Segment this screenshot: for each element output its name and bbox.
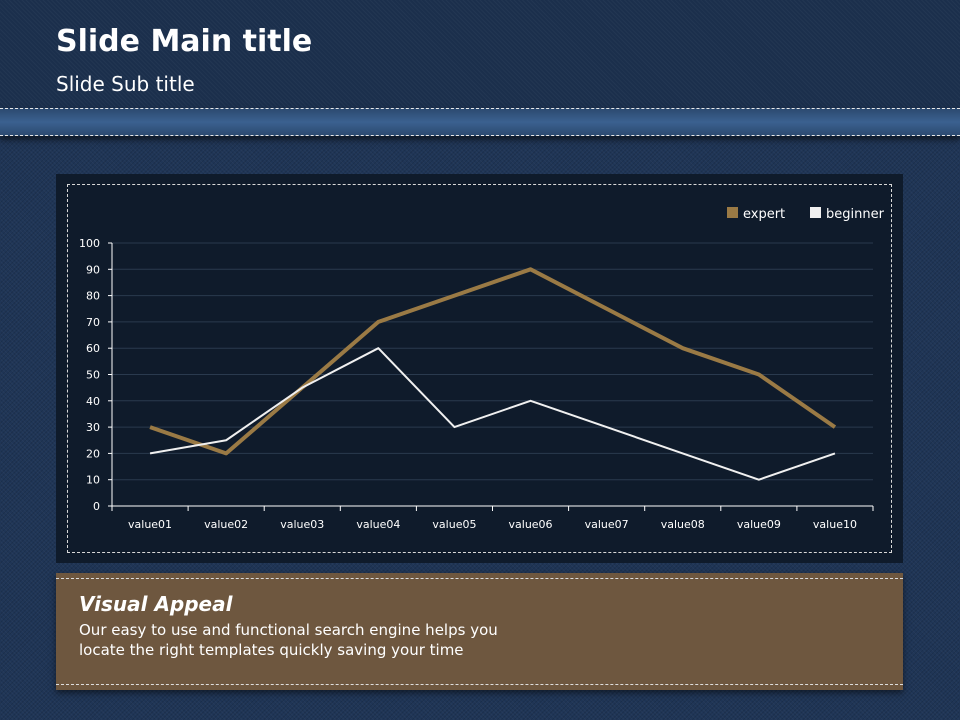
x-tick-label: value07 <box>585 518 629 531</box>
y-tick-label: 30 <box>86 421 100 434</box>
y-tick-label: 100 <box>79 237 100 250</box>
y-tick-label: 40 <box>86 395 100 408</box>
x-tick-label: value09 <box>737 518 781 531</box>
x-tick-label: value08 <box>661 518 705 531</box>
y-tick-label: 70 <box>86 316 100 329</box>
series-line-expert <box>149 267 837 456</box>
y-tick-label: 50 <box>86 369 100 382</box>
x-tick-label: value02 <box>204 518 248 531</box>
y-tick-label: 0 <box>93 500 100 513</box>
x-tick-label: value05 <box>432 518 476 531</box>
info-panel: Visual Appeal Our easy to use and functi… <box>56 573 903 690</box>
x-tick-label: value04 <box>356 518 400 531</box>
chart-panel <box>56 174 903 563</box>
legend-swatch-beginner <box>810 207 821 218</box>
y-tick-label: 90 <box>86 263 100 276</box>
stitched-seam <box>0 108 960 136</box>
legend-swatch-expert <box>727 207 738 218</box>
slide-title: Slide Main title <box>56 24 313 59</box>
x-tick-label: value06 <box>509 518 553 531</box>
info-heading: Visual Appeal <box>79 592 233 616</box>
info-text: Our easy to use and functional search en… <box>79 621 498 659</box>
y-tick-label: 60 <box>86 342 100 355</box>
y-tick-label: 80 <box>86 290 100 303</box>
legend-label-beginner: beginner <box>826 207 885 222</box>
x-tick-label: value03 <box>280 518 324 531</box>
legend-label-expert: expert <box>743 207 785 222</box>
series-line-beginner <box>149 347 836 481</box>
x-tick-label: value01 <box>128 518 172 531</box>
x-tick-label: value10 <box>813 518 857 531</box>
slide-subtitle: Slide Sub title <box>56 72 195 96</box>
y-tick-label: 20 <box>86 447 100 460</box>
y-tick-label: 10 <box>86 474 100 487</box>
